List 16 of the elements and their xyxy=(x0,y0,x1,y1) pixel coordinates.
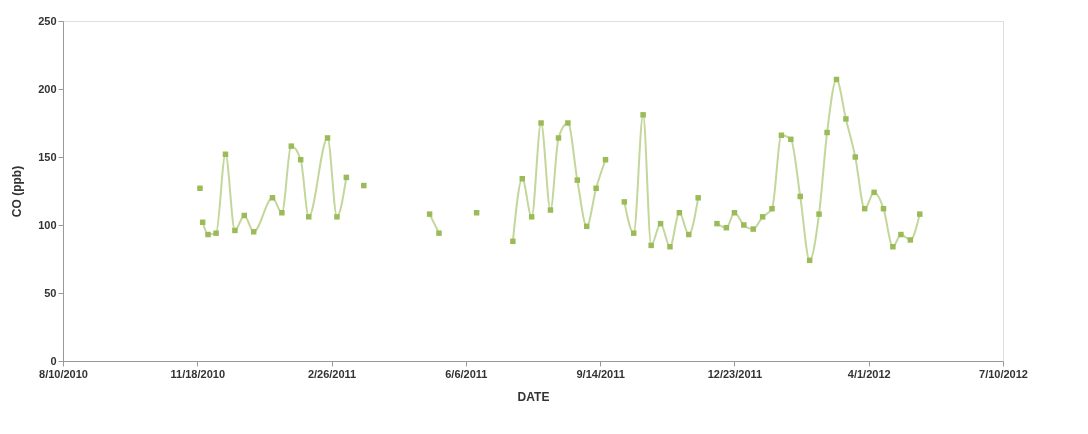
x-tick-label: 2/26/2011 xyxy=(307,367,357,380)
x-tick-label: 9/14/2011 xyxy=(576,367,625,380)
y-tick-label: 250 xyxy=(38,14,57,27)
y-tick-label: 200 xyxy=(38,82,57,95)
x-tick-label: 7/10/2012 xyxy=(979,367,1028,380)
y-tick-label: 0 xyxy=(50,354,57,367)
y-tick-label: 100 xyxy=(38,218,57,231)
x-tick-label: 6/6/2011 xyxy=(445,367,488,380)
x-axis-title: DATE xyxy=(517,389,550,404)
y-tick-label: 50 xyxy=(44,286,57,299)
x-tick-label: 11/18/2010 xyxy=(170,367,226,380)
x-tick-label: 12/23/2011 xyxy=(707,367,763,380)
y-tick-label: 150 xyxy=(38,150,57,163)
x-tick-label: 4/1/2012 xyxy=(847,367,891,380)
y-axis-title: CO (ppb) xyxy=(10,165,25,218)
x-tick-label: 8/10/2010 xyxy=(39,367,88,380)
